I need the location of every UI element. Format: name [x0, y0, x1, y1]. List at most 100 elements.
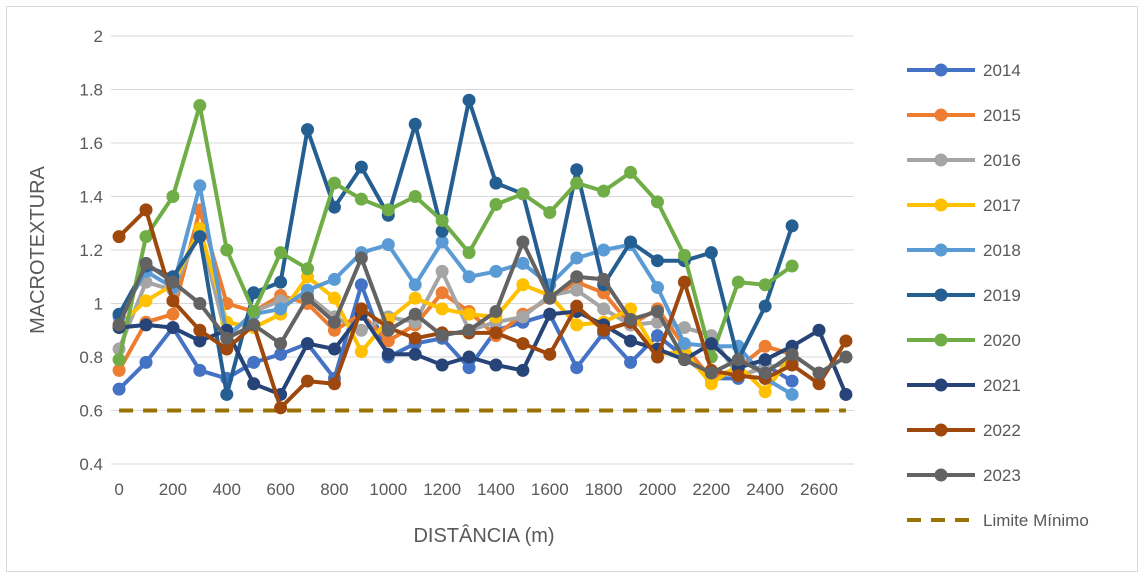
- legend-label: 2017: [983, 196, 1021, 215]
- data-point: [758, 339, 772, 353]
- x-tick-label: 2600: [800, 480, 838, 499]
- data-point: [624, 313, 638, 327]
- data-point: [327, 291, 341, 305]
- data-point: [516, 337, 530, 351]
- series-group: [112, 93, 853, 415]
- data-point: [489, 176, 503, 190]
- legend-marker: [934, 243, 948, 257]
- y-tick-label: 0.6: [79, 402, 103, 421]
- legend-item-2016: 2016: [907, 151, 1021, 170]
- data-point: [274, 302, 288, 316]
- data-point: [274, 275, 288, 289]
- legend-marker: [934, 378, 948, 392]
- series-2023: [112, 235, 853, 380]
- series-2020: [112, 99, 799, 367]
- data-point: [650, 350, 664, 364]
- x-axis-title: DISTÂNCIA (m): [413, 524, 554, 547]
- data-point: [570, 270, 584, 284]
- data-point: [731, 275, 745, 289]
- data-point: [193, 297, 207, 310]
- data-point: [354, 192, 368, 206]
- data-point: [462, 323, 476, 337]
- series-line-2023: [117, 240, 847, 376]
- data-point: [570, 318, 584, 332]
- data-point: [354, 323, 368, 337]
- legend-label: 2015: [983, 106, 1021, 125]
- data-point: [650, 280, 664, 294]
- legend-item-2018: 2018: [907, 241, 1021, 260]
- data-point: [327, 377, 341, 391]
- x-axis-ticks: 0 200 400 600 800 1000 1200 1400 1600 1800 2000 220…: [114, 480, 838, 499]
- data-point: [758, 366, 772, 380]
- data-point: [785, 219, 799, 233]
- data-point: [704, 366, 718, 380]
- legend-item-2015: 2015: [907, 106, 1021, 125]
- data-point: [435, 214, 449, 228]
- data-point: [327, 342, 341, 356]
- data-point: [758, 353, 772, 367]
- data-point: [650, 305, 664, 319]
- data-point: [516, 256, 530, 270]
- data-point: [139, 203, 153, 217]
- legend-marker: [934, 153, 948, 167]
- data-point: [758, 299, 772, 313]
- data-point: [139, 230, 153, 244]
- legend-marker: [934, 108, 948, 122]
- legend-label: 2016: [983, 151, 1021, 170]
- legend-marker: [934, 423, 948, 437]
- legend-item-2017: 2017: [907, 196, 1021, 215]
- series-line-2021: [118, 309, 848, 397]
- data-point: [327, 176, 341, 190]
- legend-item-limite-minimo: Limite Mínimo: [907, 511, 1089, 530]
- legend-marker: [934, 288, 948, 302]
- legend-item-2014: 2014: [907, 61, 1021, 80]
- data-point: [112, 382, 126, 396]
- data-point: [193, 363, 207, 377]
- data-point: [435, 224, 449, 238]
- data-point: [408, 347, 422, 361]
- data-point: [193, 230, 207, 244]
- series-2021: [112, 305, 853, 401]
- data-point: [274, 347, 288, 361]
- data-point: [489, 264, 503, 278]
- series-2017: [112, 222, 799, 399]
- data-point: [220, 387, 234, 401]
- x-tick-label: 600: [266, 480, 294, 499]
- data-point: [435, 286, 449, 300]
- data-point: [570, 163, 584, 177]
- data-point: [274, 246, 288, 260]
- y-tick-label: 1: [94, 295, 103, 314]
- y-axis-title: MACROTEXTURA: [27, 165, 49, 333]
- data-point: [489, 198, 503, 212]
- legend-label: 2023: [983, 466, 1021, 485]
- data-point: [570, 251, 584, 265]
- data-point: [624, 334, 638, 348]
- data-point: [247, 305, 261, 319]
- data-point: [381, 238, 395, 252]
- data-point: [301, 337, 315, 351]
- data-point: [516, 278, 530, 292]
- data-point: [327, 315, 341, 329]
- data-point: [327, 272, 341, 286]
- legend-item-2019: 2019: [907, 286, 1021, 305]
- data-point: [166, 275, 180, 289]
- series-line-2022: [117, 207, 848, 410]
- data-point: [247, 377, 261, 391]
- legend-label: 2018: [983, 241, 1021, 260]
- data-point: [274, 401, 288, 415]
- data-point: [166, 321, 180, 335]
- data-point: [812, 366, 826, 380]
- legend-marker: [934, 468, 948, 482]
- y-tick-label: 2: [94, 27, 103, 46]
- data-point: [704, 377, 718, 391]
- data-point: [408, 117, 422, 131]
- data-point: [785, 358, 799, 372]
- legend-item-2023: 2023: [907, 466, 1021, 485]
- x-tick-label: 1200: [423, 480, 461, 499]
- data-point: [247, 355, 261, 369]
- y-tick-label: 1.2: [79, 241, 103, 260]
- data-point: [354, 278, 368, 292]
- y-tick-label: 1.4: [79, 188, 103, 207]
- data-point: [112, 363, 126, 377]
